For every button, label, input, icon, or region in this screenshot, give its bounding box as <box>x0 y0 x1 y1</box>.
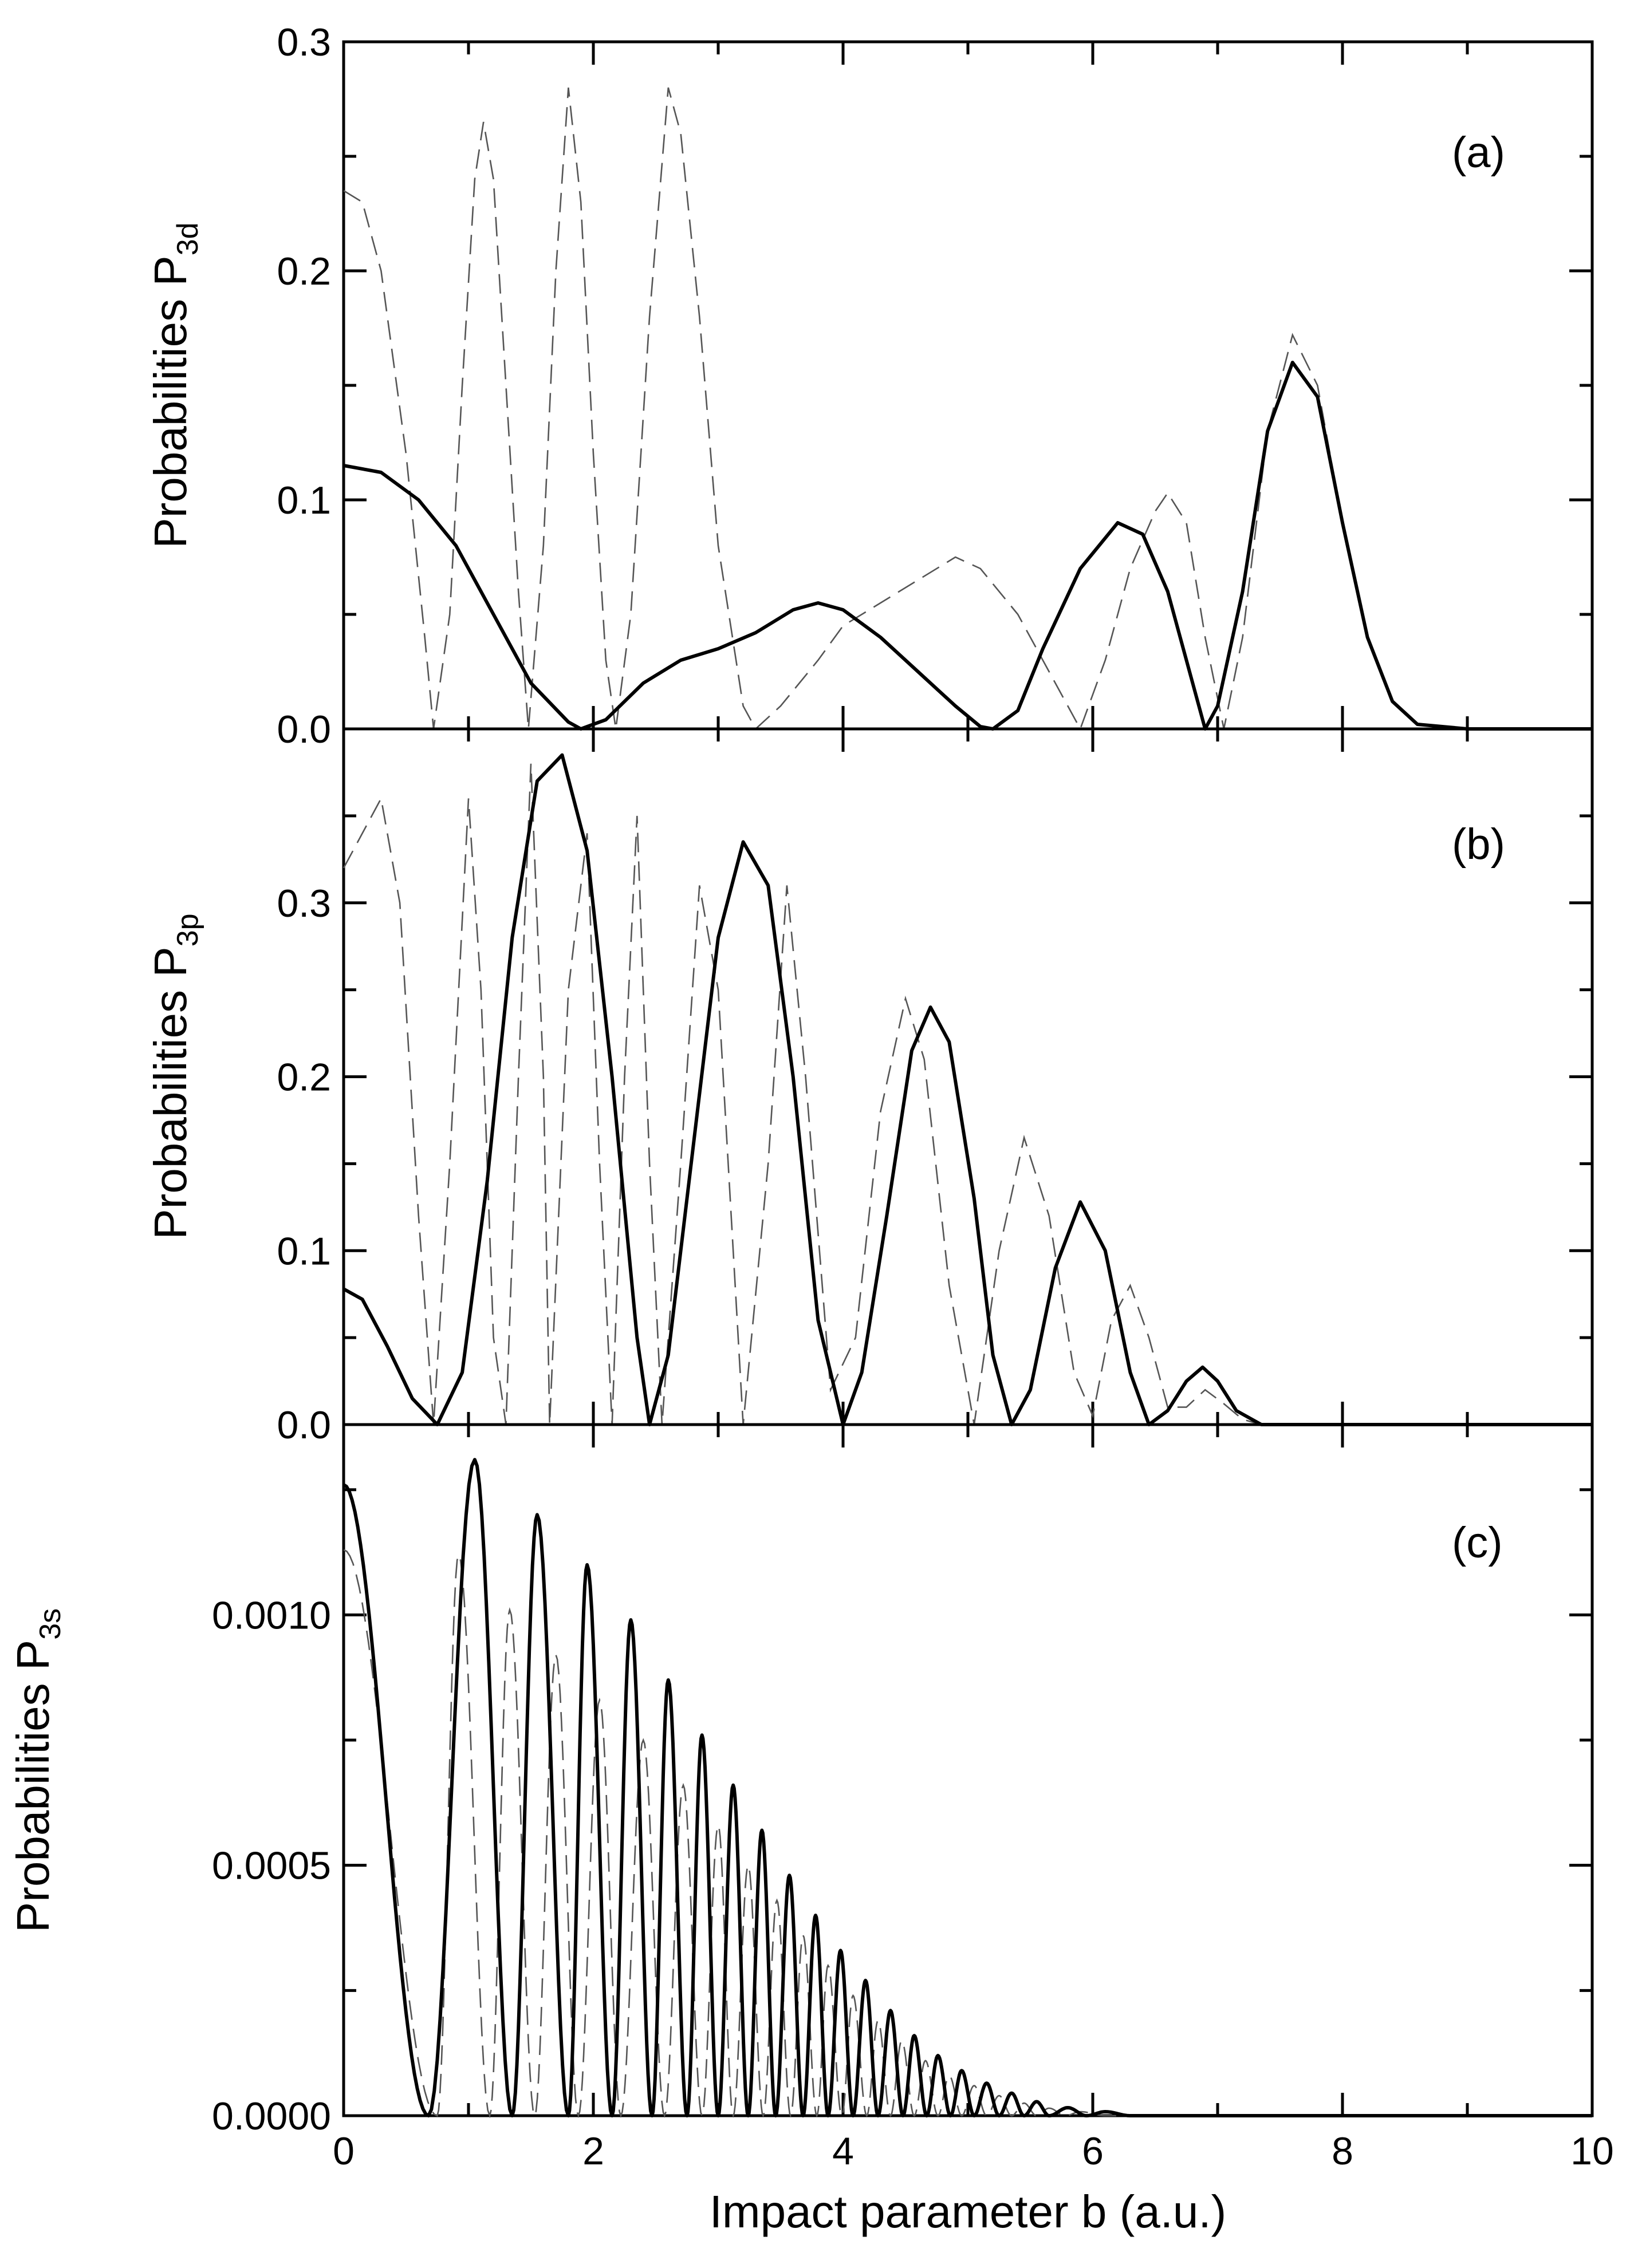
panel-c: 0.0000 0.0005 0.0010 0 2 4 6 8 10 (c) Probabilit… <box>7 1423 1614 2237</box>
x-tick-label: 0 <box>333 2129 355 2173</box>
panel-b-frame <box>342 727 1594 1426</box>
x-tick-label: 10 <box>1570 2129 1614 2173</box>
x-tick-label: 2 <box>582 2129 604 2173</box>
panel-c-ylabel: Probabilities P3s <box>7 1608 67 1932</box>
y-tick-label: 0.3 <box>277 882 331 925</box>
y-tick-label: 0.2 <box>277 250 331 293</box>
x-tick-label: 4 <box>832 2129 854 2173</box>
x-tick-label: 6 <box>1082 2129 1104 2173</box>
series-line-dashed <box>342 763 1592 1426</box>
series-line-dashed <box>343 87 1592 731</box>
panel-b-ylabel: Probabilities P3p <box>145 913 204 1239</box>
panel-a-label: (a) <box>1452 128 1505 177</box>
y-tick-label: 0.0 <box>277 1403 331 1447</box>
y-tick-label: 0.0 <box>277 708 331 751</box>
panel-a-ylabel: Probabilities P3d <box>145 222 204 548</box>
y-tick-label: 0.3 <box>277 21 331 64</box>
y-tick-label: 0.2 <box>277 1056 331 1099</box>
series-line-dashed <box>343 1549 1592 2119</box>
panel-a: 0.0 0.1 0.2 0.3 (a) Probabilities P3d <box>145 21 1594 751</box>
series-line-solid <box>343 361 1592 731</box>
panel-c-frame <box>342 1423 1594 2117</box>
y-tick-label: 0.0005 <box>212 1844 331 1888</box>
panel-c-label: (c) <box>1452 1518 1503 1567</box>
panel-b: 0.0 0.1 0.2 0.3 (b) Probabilities P3p <box>145 727 1594 1447</box>
x-axis-label: Impact parameter b (a.u.) <box>710 2186 1227 2237</box>
panel-b-label: (b) <box>1452 820 1505 869</box>
series-line-solid <box>342 753 1592 1426</box>
series-line-solid <box>342 1458 1592 2117</box>
y-tick-label: 0.1 <box>277 1229 331 1273</box>
x-tick-label: 8 <box>1332 2129 1353 2173</box>
y-tick-label: 0.1 <box>277 479 331 522</box>
y-tick-label: 0.0000 <box>212 2095 331 2138</box>
y-tick-label: 0.0010 <box>212 1593 331 1637</box>
panel-a-frame <box>342 40 1594 731</box>
